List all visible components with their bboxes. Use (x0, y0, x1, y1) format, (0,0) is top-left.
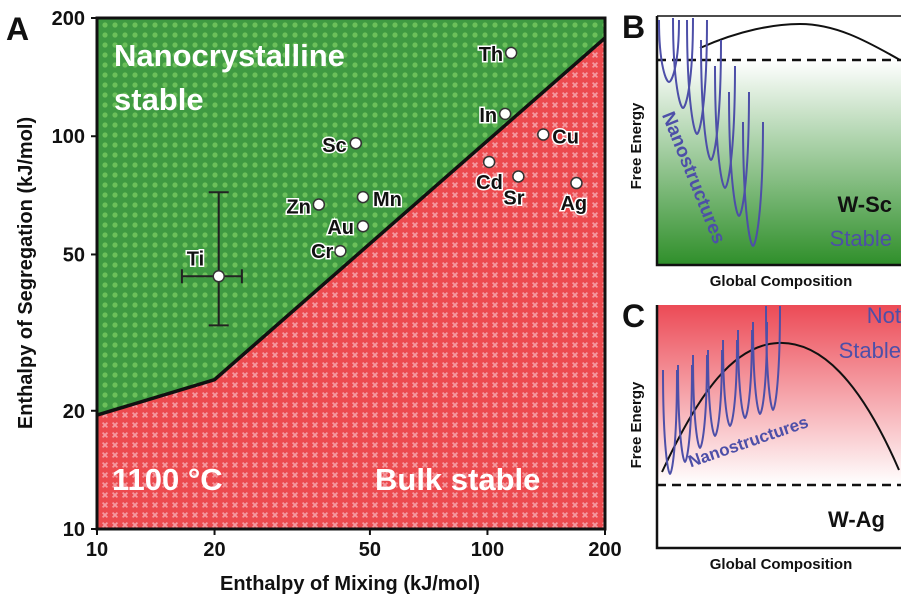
x-tick-label: 50 (359, 539, 381, 561)
nanostructure-well-curve (728, 91, 750, 218)
panel-c-letter: C (622, 298, 645, 334)
point-label-sr: Sr (503, 187, 524, 209)
data-point-mn (356, 190, 370, 204)
plot-a-frame (95, 16, 607, 531)
point-label-ag: Ag (560, 193, 587, 215)
y-tick-label: 20 (63, 401, 85, 423)
panel-b-system-label: W-Sc (837, 192, 892, 217)
panel-b-y-label: Free Energy (628, 102, 645, 189)
panel-c-status-line1: Not (867, 303, 901, 328)
panel-b-gradient (657, 60, 901, 265)
y-axis-label: Enthalpy of Segregation (kJ/mol) (15, 117, 37, 429)
data-point-cu (537, 128, 550, 141)
data-point-cd (482, 155, 496, 169)
panel-a-letter: A (6, 11, 29, 47)
point-label-ti: Ti (187, 248, 204, 270)
nanostructure-well-curve (700, 39, 722, 162)
stability-boundary-line (97, 36, 605, 417)
panel-c-system-label: W-Ag (828, 507, 885, 532)
x-tick-label: 20 (203, 539, 225, 561)
panel-b-nanostructure-curves (658, 17, 764, 248)
panel-c-bulk-curve (661, 341, 900, 473)
nanostructure-well-curve (686, 19, 708, 136)
panel-b: B Nanostructures Free Energy Global Comp… (622, 9, 901, 290)
nanostructure-well-curve (707, 349, 723, 438)
panel-c: C Nanostructures Free Energy Global Comp… (622, 298, 901, 573)
point-label-mn: Mn (373, 189, 402, 211)
point-label-sc: Sc (322, 135, 346, 157)
y-tick-label: 10 (63, 519, 85, 541)
panel-c-status-line2: Stable (839, 338, 901, 363)
data-point-th (504, 46, 518, 60)
nanocrystalline-label-line1: Nanocrystalline (114, 38, 345, 73)
panel-c-axes (655, 305, 901, 550)
panel-c-y-label: Free Energy (628, 381, 645, 468)
data-point-in (498, 107, 512, 121)
panel-c-x-label: Global Composition (710, 556, 853, 573)
y-tick-label: 100 (52, 126, 85, 148)
x-tick-label: 100 (471, 539, 504, 561)
point-label-cd: Cd (476, 172, 503, 194)
data-point-sr (512, 170, 525, 183)
point-label-cr: Cr (311, 241, 333, 263)
nanostructure-well-curve (752, 321, 768, 416)
nanostructure-well-curve (765, 305, 781, 412)
nanostructure-well-curve (722, 339, 738, 428)
error-bars (180, 191, 243, 327)
bulk-region-pattern (97, 37, 605, 529)
nanostructure-well-curve (714, 65, 736, 190)
panel-b-status-label: Stable (830, 226, 892, 251)
panel-b-axes (655, 16, 901, 267)
data-point-au (356, 219, 370, 233)
x-tick-label: 10 (86, 539, 108, 561)
x-axis-ticks: 10 20 50 100 200 (86, 529, 622, 561)
nanostructure-well-curve (692, 354, 708, 450)
panel-b-bulk-curve (699, 22, 901, 61)
point-label-in: In (479, 105, 497, 127)
point-label-cu: Cu (552, 127, 579, 149)
temperature-label: 1100 °C (112, 462, 223, 497)
data-point-zn (312, 198, 326, 211)
y-tick-label: 50 (63, 244, 85, 266)
panel-c-nanostructure-curves (662, 305, 781, 476)
panel-b-x-label: Global Composition (710, 273, 853, 290)
bulk-stable-label: Bulk stable (375, 462, 540, 497)
data-point-cr (334, 244, 347, 258)
y-axis-ticks: 10 20 50 100 200 (52, 8, 97, 541)
point-label-zn: Zn (286, 197, 310, 219)
x-axis-label: Enthalpy of Mixing (kJ/mol) (220, 573, 480, 595)
nanostructure-well-curve (662, 369, 678, 476)
nanocrystalline-label-line2: stable (114, 82, 204, 117)
data-point-ag (570, 176, 583, 190)
panel-b-letter: B (622, 9, 645, 45)
point-label-au: Au (327, 217, 354, 239)
nanostructure-well-curve (737, 329, 753, 420)
y-tick-label: 200 (52, 8, 85, 30)
point-label-th: Th (479, 44, 503, 66)
nanostructure-well-curve (677, 364, 693, 464)
x-tick-label: 200 (588, 539, 621, 561)
data-point-ti (212, 270, 225, 283)
nanostructure-well-curve (672, 17, 694, 110)
panel-a: A Nanocrystalline stable 1100 °C Bulk st… (6, 8, 622, 595)
data-point-sc (349, 136, 363, 150)
nanostructure-well-curve (658, 19, 680, 84)
nanostructure-well-curve (742, 121, 764, 248)
